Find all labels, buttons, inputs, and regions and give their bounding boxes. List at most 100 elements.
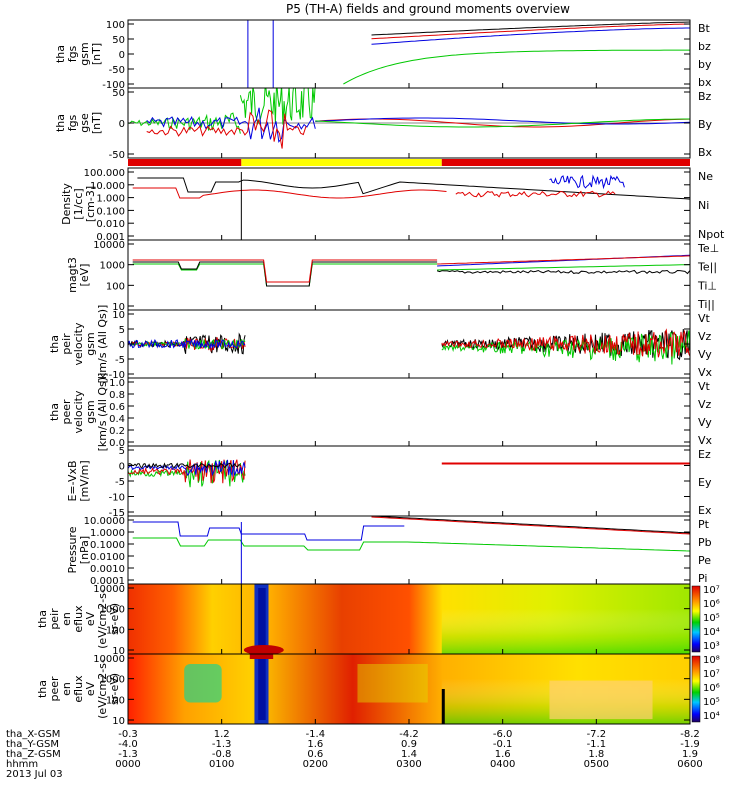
y-tick-label: -15 — [109, 508, 125, 519]
x-axis-annotation: tha_X-GSM tha_Y-GSM tha_Z-GSM hhmm 2013 … — [6, 729, 703, 780]
colorbar — [691, 585, 701, 653]
series-line-Ti|| — [437, 264, 690, 271]
panel-8-plot — [132, 516, 690, 584]
series-line-by — [343, 49, 690, 85]
y-tick-label: 0.0010 — [90, 564, 125, 575]
panel-3-plot — [132, 172, 690, 240]
date-label: 2013 Jul 03 — [6, 769, 63, 780]
xaxis-tick-value: 0.6 — [307, 749, 323, 760]
series-line-Te⊥ — [437, 255, 690, 265]
y-tick-label: 100 — [106, 20, 125, 31]
panel-5-plot — [128, 328, 690, 365]
xaxis-tick-value: 1.6 — [307, 739, 323, 750]
y-axis-label: tha — [48, 403, 61, 421]
y-tick-label: 10 — [112, 302, 125, 313]
y-axis-label: [nPa] — [78, 536, 91, 564]
panel-10-plot — [128, 654, 690, 724]
series-line-Te⊥ — [132, 259, 438, 283]
xaxis-tick-value: -4.2 — [399, 729, 419, 740]
legend-entry: Ne — [698, 170, 713, 183]
legend-entry: Vt — [698, 380, 711, 393]
status-bar-segment — [241, 159, 442, 166]
y-tick-label: -100 — [102, 80, 125, 91]
y-tick-label: 100 — [106, 695, 125, 706]
y-axis-label: tha — [36, 610, 49, 628]
y-tick-label: 0.0 — [109, 438, 125, 449]
y-tick-label: -5 — [115, 477, 125, 488]
spectrogram-fill — [249, 654, 274, 659]
y-tick-label: -50 — [109, 65, 125, 76]
xaxis-tick-value: -6.0 — [493, 729, 513, 740]
xaxis-tick-value: 0.9 — [401, 739, 417, 750]
panel-9-plot — [128, 584, 690, 654]
y-axis-label: Pressure — [66, 526, 79, 573]
y-tick-label: 0 — [119, 462, 125, 473]
y-tick-label: 10000 — [93, 584, 125, 595]
legend-entry: Ey — [698, 476, 712, 489]
y-tick-label: 1.000 — [96, 194, 125, 205]
y-tick-label: 10.0000 — [84, 516, 125, 527]
y-axis-label: (eV/cm2-s- — [96, 589, 109, 649]
legend-entry: Te⊥ — [697, 242, 719, 255]
y-axis-label: [1/cc] — [72, 188, 85, 219]
legend-entry: Pt — [698, 518, 710, 531]
y-axis-label: gsm — [78, 42, 91, 65]
y-axis-label: sr-eV) — [108, 603, 121, 635]
y-tick-label: 50 — [112, 88, 125, 99]
y-tick-label: 10 — [112, 646, 125, 657]
y-axis-label: tha — [36, 680, 49, 698]
y-axis-label: [km/s (All Qs)] — [96, 373, 109, 452]
series-line-Pt — [371, 516, 690, 534]
y-axis-label: tha — [54, 114, 67, 132]
y-axis-label: eflux — [72, 605, 85, 633]
y-tick-label: 50 — [112, 35, 125, 46]
xaxis-tick-value: 1.9 — [682, 749, 698, 760]
y-tick-label: 10 — [112, 310, 125, 321]
y-axis-label: magt3 — [66, 257, 79, 293]
xaxis-tick-value: 0500 — [584, 759, 609, 770]
xaxis-tick-value: 0300 — [396, 759, 421, 770]
colorbar-label: 10⁸ — [703, 655, 720, 666]
legend-entry: Vz — [698, 330, 712, 343]
y-tick-label: 0.100 — [96, 206, 125, 217]
series-line-Bx — [146, 107, 316, 143]
legend-entry: Vx — [698, 366, 713, 379]
series-line-Pi — [132, 521, 405, 541]
legend-entry: Bx — [698, 146, 713, 159]
y-axis-label: eV — [84, 611, 97, 626]
spectrogram-fill — [243, 645, 284, 654]
colorbar-label: 10⁵ — [703, 697, 720, 708]
xaxis-row-label: hhmm — [6, 759, 38, 770]
y-tick-label: 0.0100 — [90, 552, 125, 563]
colorbar-label: 10⁴ — [703, 711, 720, 722]
xaxis-tick-value: -4.0 — [118, 739, 138, 750]
panel-frame — [127, 377, 691, 447]
xaxis-tick-value: -0.8 — [212, 749, 232, 760]
xaxis-tick-value: -1.3 — [118, 749, 138, 760]
y-axis-label: peir — [48, 608, 61, 630]
xaxis-tick-value: -1.3 — [212, 739, 232, 750]
y-tick-label: 0.0001 — [90, 576, 125, 587]
legend-entry: Pb — [698, 536, 712, 549]
y-tick-label: 1000 — [100, 605, 125, 616]
y-axis-label: tha — [48, 335, 61, 353]
legend-entry: Ti|| — [697, 298, 715, 311]
series-line-Npot — [549, 174, 625, 190]
y-tick-label: 0 — [119, 50, 125, 61]
panel-1-plot — [247, 20, 690, 88]
y-tick-label: 100 — [106, 281, 125, 292]
xaxis-tick-value: 1.4 — [401, 749, 417, 760]
y-tick-label: 10000 — [93, 654, 125, 665]
y-axis-label: [cm-3] — [84, 186, 97, 222]
y-axis-label: tha — [54, 45, 67, 63]
series-line-By — [128, 112, 241, 134]
panel-2-plot — [128, 88, 690, 149]
y-axis-label: peir — [60, 333, 73, 355]
colorbar-label: 10⁴ — [703, 627, 720, 638]
xaxis-tick-value: 1.2 — [214, 729, 230, 740]
legend-entry: Te|| — [697, 261, 717, 274]
panel-frame — [127, 239, 691, 311]
series-line-Ti|| — [132, 263, 438, 287]
